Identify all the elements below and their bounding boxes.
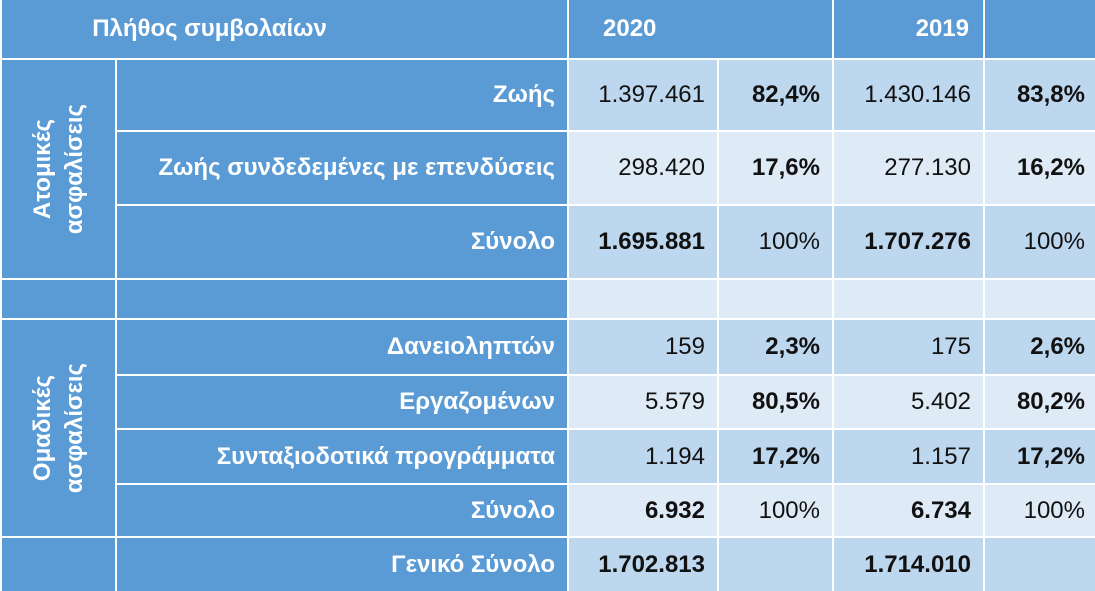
- header-year-2020: 2020: [569, 0, 832, 58]
- cell-life-2019-count: 1.430.146: [834, 60, 983, 130]
- group-label-group-text: Ομαδικές ασφαλίσεις: [28, 362, 88, 494]
- cell-group-total-2019-count: 6.734: [834, 485, 983, 536]
- cell-life-2020-pct: 82,4%: [719, 60, 832, 130]
- cell-group-total-2019-pct: 100%: [985, 485, 1095, 536]
- cell-pension-2019-pct: 17,2%: [985, 430, 1095, 483]
- cell-borrowers-2020-pct: 2,3%: [719, 320, 832, 374]
- cell-individual-total-2020-count: 1.695.881: [569, 206, 717, 278]
- header-empty-cell: [985, 0, 1095, 58]
- spacer-cell: [985, 280, 1095, 318]
- cell-borrowers-2020-count: 159: [569, 320, 717, 374]
- row-label-unit-linked: Ζωής συνδεδεμένες με επενδύσεις: [117, 132, 567, 204]
- cell-borrowers-2019-pct: 2,6%: [985, 320, 1095, 374]
- cell-group-total-2020-count: 6.932: [569, 485, 717, 536]
- spacer-cell: [117, 280, 567, 318]
- header-year-2019: 2019: [834, 0, 983, 58]
- cell-employees-2019-count: 5.402: [834, 376, 983, 428]
- cell-life-2019-pct: 83,8%: [985, 60, 1095, 130]
- spacer-cell: [569, 280, 717, 318]
- header-title: Πλήθος συμβολαίων: [2, 0, 567, 58]
- cell-pension-2019-count: 1.157: [834, 430, 983, 483]
- cell-unit-linked-2019-count: 277.130: [834, 132, 983, 204]
- cell-grand-total-2019-pct: [985, 538, 1095, 591]
- grand-total-empty-cell: [2, 538, 115, 591]
- row-label-employees: Εργαζομένων: [117, 376, 567, 428]
- cell-unit-linked-2020-pct: 17,6%: [719, 132, 832, 204]
- cell-grand-total-2020-count: 1.702.813: [569, 538, 717, 591]
- cell-group-total-2020-pct: 100%: [719, 485, 832, 536]
- row-label-borrowers: Δανειοληπτών: [117, 320, 567, 374]
- group-label-individual: Ατομικές ασφαλίσεις: [2, 60, 115, 278]
- group-label-group: Ομαδικές ασφαλίσεις: [2, 320, 115, 536]
- row-label-pension-programs: Συνταξιοδοτικά προγράμματα: [117, 430, 567, 483]
- group-label-individual-text: Ατομικές ασφαλίσεις: [28, 103, 88, 235]
- cell-individual-total-2020-pct: 100%: [719, 206, 832, 278]
- cell-pension-2020-pct: 17,2%: [719, 430, 832, 483]
- cell-borrowers-2019-count: 175: [834, 320, 983, 374]
- cell-pension-2020-count: 1.194: [569, 430, 717, 483]
- cell-grand-total-2019-count: 1.714.010: [834, 538, 983, 591]
- row-label-group-total: Σύνολο: [117, 485, 567, 536]
- cell-unit-linked-2019-pct: 16,2%: [985, 132, 1095, 204]
- spacer-cell: [2, 280, 115, 318]
- cell-employees-2020-count: 5.579: [569, 376, 717, 428]
- row-label-individual-total: Σύνολο: [117, 206, 567, 278]
- spacer-cell: [834, 280, 983, 318]
- spacer-cell: [719, 280, 832, 318]
- cell-individual-total-2019-pct: 100%: [985, 206, 1095, 278]
- cell-grand-total-2020-pct: [719, 538, 832, 591]
- row-label-life: Ζωής: [117, 60, 567, 130]
- cell-unit-linked-2020-count: 298.420: [569, 132, 717, 204]
- cell-individual-total-2019-count: 1.707.276: [834, 206, 983, 278]
- cell-employees-2019-pct: 80,2%: [985, 376, 1095, 428]
- cell-life-2020-count: 1.397.461: [569, 60, 717, 130]
- cell-employees-2020-pct: 80,5%: [719, 376, 832, 428]
- row-label-grand-total: Γενικό Σύνολο: [117, 538, 567, 591]
